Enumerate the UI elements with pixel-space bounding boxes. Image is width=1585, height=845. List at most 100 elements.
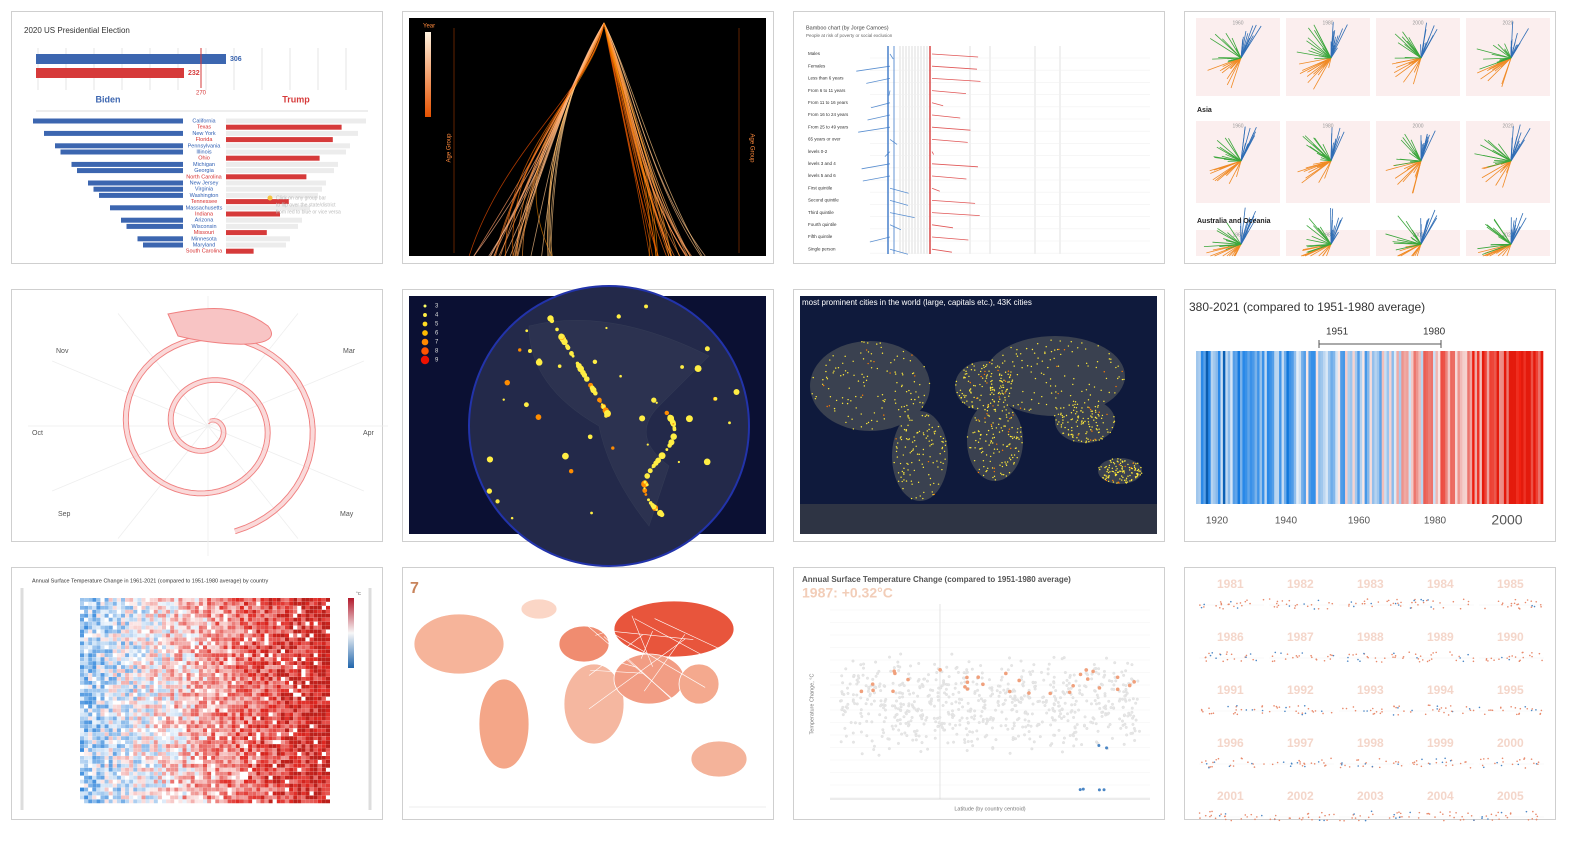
cell bbox=[84, 641, 89, 646]
cell bbox=[88, 724, 93, 729]
cell bbox=[321, 724, 326, 729]
cell bbox=[313, 637, 318, 642]
cell bbox=[84, 645, 89, 650]
cell bbox=[80, 633, 84, 638]
cell bbox=[108, 677, 113, 681]
cell bbox=[272, 759, 277, 764]
cell bbox=[309, 617, 314, 622]
city bbox=[998, 417, 1001, 420]
cell bbox=[223, 684, 228, 689]
cell bbox=[96, 684, 101, 689]
cell bbox=[309, 657, 314, 662]
city bbox=[1004, 371, 1007, 373]
cell bbox=[301, 601, 306, 606]
cell bbox=[92, 752, 97, 756]
city bbox=[908, 389, 910, 392]
city bbox=[937, 425, 940, 428]
cell bbox=[92, 756, 97, 760]
cell bbox=[252, 763, 257, 768]
cell bbox=[289, 625, 294, 630]
ray bbox=[1330, 219, 1342, 245]
thumbnail-card[interactable] bbox=[793, 567, 1165, 820]
city bbox=[1085, 441, 1087, 444]
stripe bbox=[1445, 351, 1448, 504]
cell bbox=[227, 799, 232, 804]
cell bbox=[129, 601, 134, 606]
cell bbox=[235, 724, 240, 729]
cell bbox=[231, 692, 236, 697]
bar-bg bbox=[226, 161, 338, 167]
cell bbox=[317, 752, 322, 756]
cell bbox=[317, 605, 322, 610]
cell bbox=[174, 692, 179, 697]
city bbox=[1076, 425, 1079, 428]
thumbnail-card[interactable] bbox=[793, 11, 1165, 264]
cell bbox=[112, 688, 117, 693]
cell bbox=[162, 744, 166, 748]
city bbox=[909, 474, 911, 476]
cell bbox=[317, 775, 322, 780]
cell bbox=[276, 673, 281, 677]
city bbox=[1091, 410, 1094, 412]
cell bbox=[305, 704, 310, 709]
cell bbox=[166, 601, 171, 606]
cell bbox=[321, 621, 326, 626]
cell bbox=[186, 609, 191, 614]
cell bbox=[116, 625, 121, 630]
cell bbox=[248, 677, 253, 681]
cell bbox=[317, 732, 322, 737]
cell bbox=[317, 795, 322, 800]
cell bbox=[252, 732, 257, 737]
quake bbox=[658, 452, 666, 460]
cell bbox=[182, 637, 187, 642]
cell bbox=[219, 598, 224, 602]
cell bbox=[280, 669, 285, 673]
cell bbox=[268, 756, 273, 760]
city bbox=[910, 450, 913, 453]
cell bbox=[244, 728, 248, 733]
cell bbox=[104, 605, 109, 610]
link bbox=[931, 163, 978, 168]
city bbox=[928, 440, 930, 442]
city bbox=[999, 373, 1001, 375]
cell bbox=[145, 724, 150, 729]
cell bbox=[309, 625, 314, 630]
cell bbox=[280, 645, 285, 650]
cell bbox=[215, 748, 220, 752]
cell bbox=[141, 601, 146, 606]
cell bbox=[285, 601, 289, 606]
ray bbox=[1402, 31, 1422, 59]
cell bbox=[272, 744, 277, 748]
cell bbox=[178, 779, 183, 784]
city bbox=[928, 382, 931, 385]
cell bbox=[305, 598, 310, 602]
cell bbox=[309, 716, 314, 721]
stripe bbox=[1205, 351, 1209, 504]
cell bbox=[264, 684, 269, 689]
cell bbox=[268, 649, 273, 654]
cell bbox=[157, 752, 162, 756]
cell bbox=[326, 716, 330, 721]
cell bbox=[305, 633, 310, 638]
quake bbox=[645, 483, 649, 487]
cell bbox=[80, 712, 84, 717]
cell bbox=[108, 791, 113, 796]
cell bbox=[256, 775, 261, 780]
cell bbox=[125, 688, 130, 693]
cell bbox=[248, 601, 253, 606]
cell bbox=[293, 680, 298, 685]
city bbox=[924, 415, 926, 418]
city bbox=[1126, 481, 1128, 483]
city bbox=[999, 398, 1001, 400]
cell bbox=[178, 728, 183, 733]
cell bbox=[211, 704, 216, 709]
cell bbox=[198, 665, 203, 669]
cell bbox=[211, 752, 216, 756]
cell bbox=[108, 728, 113, 733]
cell bbox=[162, 688, 166, 693]
ray bbox=[1414, 234, 1422, 245]
cell bbox=[194, 637, 199, 642]
stripe bbox=[1506, 351, 1510, 504]
cell bbox=[92, 680, 97, 685]
cell bbox=[149, 771, 154, 776]
